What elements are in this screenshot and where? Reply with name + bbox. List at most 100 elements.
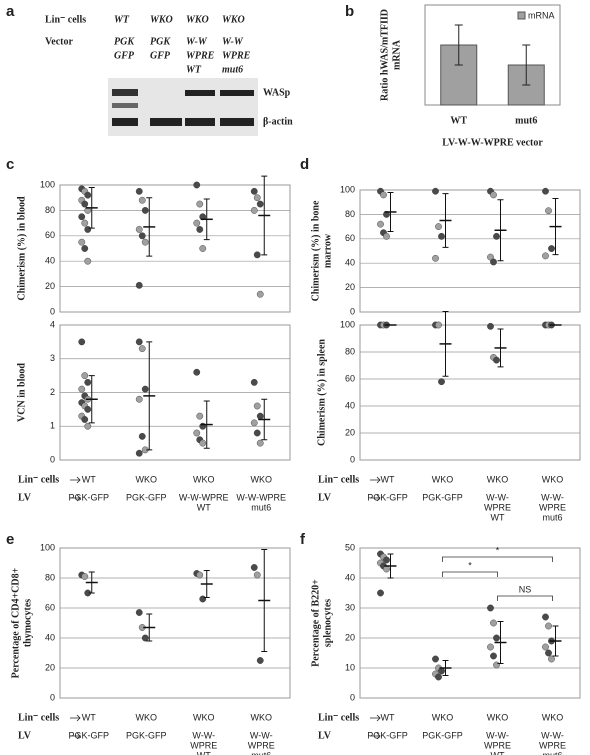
y-tick-label: 100: [340, 184, 355, 194]
cell-label: WKO: [222, 14, 245, 25]
vector-label: PGK: [114, 36, 135, 47]
data-point: [141, 238, 149, 246]
data-point: [81, 372, 89, 380]
sd-bar: [387, 553, 394, 579]
lin-label: WKO: [542, 712, 564, 722]
data-point: [81, 219, 89, 227]
lv-label: W-W-WPRE: [236, 492, 286, 502]
y-tick-label: 0: [50, 692, 55, 702]
lin-label: WT: [381, 474, 395, 484]
data-point: [380, 191, 387, 199]
data-point: [256, 200, 264, 208]
panel-letter: a: [6, 3, 15, 20]
y-tick-label: 40: [45, 632, 55, 642]
data-point: [196, 226, 204, 233]
annotation: *: [468, 560, 472, 570]
y-axis-label: Ratio hWAS/mTFIID: [379, 9, 390, 101]
sd-bar: [497, 199, 504, 262]
row-label: Lin⁻ cells: [45, 14, 86, 25]
cell-label: WT: [114, 14, 130, 25]
lin-label: WKO: [487, 474, 509, 484]
plot-frame: [59, 324, 291, 461]
data-point: [199, 439, 207, 447]
data-point: [84, 257, 92, 265]
lin-label: WKO: [542, 474, 564, 484]
data-point: [81, 245, 89, 252]
lin-label: WKO: [487, 712, 509, 722]
sd-bar: [442, 660, 449, 676]
sd-bar: [261, 549, 268, 652]
data-point: [141, 634, 149, 642]
x-tick-label: mut6: [515, 115, 537, 126]
band: [220, 90, 254, 96]
data-point: [435, 223, 442, 231]
data-point: [253, 402, 261, 410]
data-point: [438, 667, 445, 675]
data-point: [81, 573, 89, 580]
lin-label: WT: [381, 712, 395, 722]
lv-label: mut6: [251, 750, 271, 755]
band: [112, 118, 138, 126]
sd-bar: [203, 198, 210, 241]
data-point: [487, 322, 494, 330]
data-point: [78, 385, 86, 393]
y-tick-label: 3: [50, 353, 55, 363]
lv-label: W-W-: [486, 492, 509, 502]
y-tick-label: 100: [40, 179, 55, 189]
arrow: [370, 714, 381, 722]
data-point: [548, 245, 555, 252]
lv-label: mut6: [542, 750, 562, 755]
data-point: [435, 321, 442, 329]
y-tick-label: 2: [50, 387, 55, 397]
band: [112, 89, 138, 96]
data-point: [256, 290, 264, 298]
plot-frame: [424, 4, 561, 106]
data-point: [432, 187, 439, 195]
data-point: [250, 206, 258, 214]
sd-bar: [146, 341, 153, 451]
data-point: [250, 419, 258, 427]
data-point: [84, 422, 92, 430]
data-point: [196, 571, 204, 579]
lv-label: W-W-: [541, 730, 564, 740]
data-point: [250, 187, 258, 195]
y-tick-label: 80: [345, 346, 355, 356]
sd-bar: [146, 613, 153, 642]
data-point: [432, 254, 439, 262]
lin-label: WKO: [136, 712, 158, 722]
data-point: [542, 187, 549, 195]
y-tick-label: 20: [345, 427, 355, 437]
vector-label: WPRE: [222, 50, 251, 61]
data-point: [545, 207, 552, 215]
row-label: Lin⁻ cells: [18, 474, 59, 485]
data-point: [438, 232, 445, 240]
data-point: [135, 187, 143, 195]
sd-bar: [497, 621, 504, 664]
legend-label: mRNA: [528, 10, 555, 20]
lv-label: PGK-GFP: [68, 730, 109, 740]
band: [185, 118, 215, 126]
lv-label: W-W-: [541, 492, 564, 502]
plot-frame: [359, 547, 581, 699]
data-point: [193, 181, 201, 189]
lv-label: WPRE: [484, 502, 511, 512]
x-tick-label: WT: [450, 115, 467, 126]
data-point: [490, 258, 497, 266]
arrow: [370, 476, 381, 484]
arrow: [70, 714, 81, 722]
data-point: [81, 200, 89, 208]
row-label: LV: [18, 730, 32, 741]
arrow: [370, 494, 381, 502]
y-tick-label: 40: [345, 400, 355, 410]
arrow: [370, 732, 381, 740]
sd-bar: [88, 187, 95, 229]
data-point: [383, 210, 390, 218]
error-bar: [522, 44, 531, 86]
vector-label: W-W: [222, 36, 244, 47]
data-point: [435, 673, 442, 681]
sd-bar: [442, 193, 449, 248]
data-point: [253, 429, 261, 437]
data-point: [138, 196, 146, 204]
lv-label: mut6: [251, 502, 271, 512]
